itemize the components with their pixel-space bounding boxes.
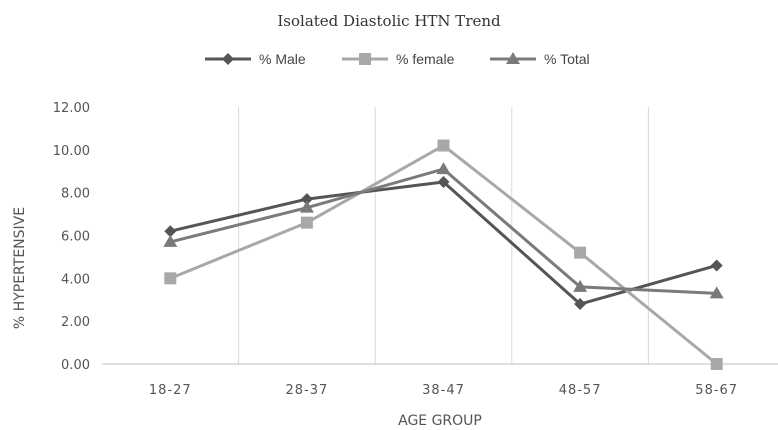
y-tick-label: 0.00 xyxy=(61,358,90,373)
legend-marker xyxy=(222,53,234,65)
data-point xyxy=(299,200,314,213)
x-axis-ticks: 18-27 28-37 38-47 48-57 58-67 xyxy=(149,383,738,398)
x-tick-label: 58-67 xyxy=(695,383,738,398)
data-point xyxy=(573,279,588,292)
legend-label: % Total xyxy=(544,51,590,67)
data-point xyxy=(300,193,313,206)
grid xyxy=(102,107,778,365)
x-axis-title: AGE GROUP xyxy=(398,413,482,429)
y-tick-label: 4.00 xyxy=(61,272,90,287)
y-axis-title: % HYPERTENSIVE xyxy=(12,207,28,329)
data-point xyxy=(710,358,723,370)
data-point xyxy=(436,162,451,175)
y-tick-label: 8.00 xyxy=(61,187,90,202)
data-point xyxy=(574,246,587,259)
data-point xyxy=(437,175,450,188)
x-tick-label: 18-27 xyxy=(149,383,192,398)
y-tick-label: 12.00 xyxy=(53,101,90,116)
data-point xyxy=(163,234,178,247)
data-point xyxy=(710,259,723,272)
y-tick-label: 10.00 xyxy=(53,144,90,159)
data-point xyxy=(437,139,450,152)
series-female xyxy=(164,139,723,370)
legend: % Male % female % Total xyxy=(205,51,590,67)
y-tick-label: 6.00 xyxy=(61,230,90,245)
legend-label: % female xyxy=(396,51,455,67)
data-point xyxy=(300,216,313,229)
data-point xyxy=(574,298,587,311)
y-axis-ticks: 0.00 2.00 4.00 6.00 8.00 10.00 12.00 xyxy=(53,101,90,373)
series-line xyxy=(169,180,718,306)
series-layer xyxy=(163,139,724,370)
data-point xyxy=(709,286,724,299)
series-total xyxy=(163,162,724,299)
y-tick-label: 2.00 xyxy=(61,315,90,330)
x-tick-label: 48-57 xyxy=(559,383,602,398)
x-tick-label: 38-47 xyxy=(422,383,465,398)
x-tick-label: 28-37 xyxy=(286,383,329,398)
data-point xyxy=(164,225,177,238)
legend-marker xyxy=(359,53,371,65)
legend-marker xyxy=(506,52,520,64)
data-point xyxy=(164,272,177,285)
chart-title: Isolated Diastolic HTN Trend xyxy=(277,12,501,30)
legend-label: % Male xyxy=(259,51,306,67)
